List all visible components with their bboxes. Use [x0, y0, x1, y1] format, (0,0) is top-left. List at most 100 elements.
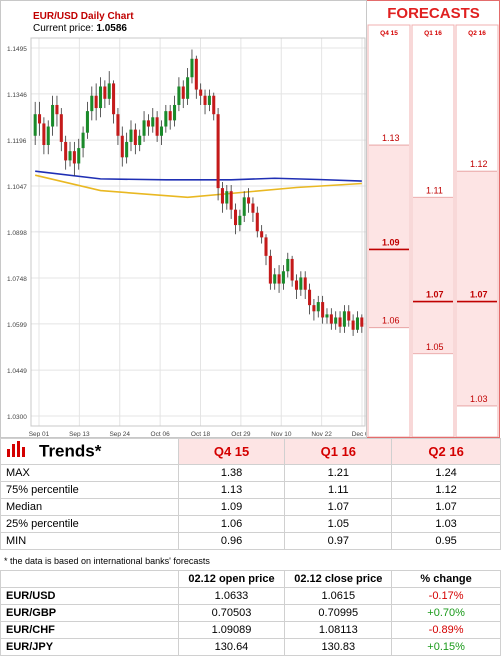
candle-body — [316, 302, 320, 312]
moving-average-line — [35, 170, 362, 182]
candle-body — [260, 231, 264, 238]
candle-body — [146, 120, 150, 127]
candle-body — [116, 114, 120, 136]
y-tick-label: 1.0300 — [7, 414, 27, 421]
trends-row-label: 75% percentile — [0, 481, 179, 499]
forecast-high-label: 1.13 — [382, 133, 400, 143]
y-tick-label: 1.1495 — [7, 46, 27, 53]
candle-body — [338, 317, 342, 327]
forecast-col-header: Q1 16 — [424, 30, 442, 37]
x-tick-label: Sep 13 — [69, 431, 90, 437]
candle-body — [247, 197, 251, 204]
candle-body — [347, 311, 351, 321]
fx-pair-name: EUR/CHF — [0, 621, 179, 639]
candle-body — [334, 317, 338, 324]
x-tick-label: Sep 24 — [109, 431, 130, 437]
candle-body — [233, 209, 238, 226]
trends-row: Median 1.09 1.07 1.07 — [0, 498, 501, 516]
forecast-range-band — [457, 171, 497, 406]
chart-title: EUR/USD Daily Chart — [33, 11, 134, 22]
trends-value-cell: 0.96 — [177, 532, 286, 550]
trends-col-q4: Q4 15 — [177, 438, 286, 465]
forecast-median-label: 1.07 — [426, 290, 444, 300]
forecast-col-header: Q2 16 — [468, 30, 486, 37]
candle-body — [342, 311, 346, 327]
fx-col-close: 02.12 close price — [284, 570, 393, 588]
fx-close-price: 1.0615 — [284, 587, 393, 605]
fx-percent-change: -0.17% — [391, 587, 501, 605]
candle-body — [216, 114, 220, 189]
forecast-median-label: 1.09 — [382, 237, 400, 247]
trends-value-cell: 1.12 — [391, 481, 501, 499]
fx-pair-name: EUR/GBP — [0, 604, 179, 622]
candle-body — [238, 215, 242, 226]
candle-body — [64, 141, 68, 161]
forecast-high-label: 1.12 — [470, 159, 488, 169]
candle-body — [151, 117, 155, 127]
forecast-col-header: Q4 15 — [380, 30, 398, 37]
forecast-low-label: 1.03 — [470, 394, 488, 404]
candle-body — [120, 135, 124, 158]
trends-value-cell: 1.09 — [177, 498, 286, 516]
trends-row: 75% percentile 1.13 1.11 1.12 — [0, 481, 501, 499]
trends-title-cell: Trends* — [0, 438, 179, 465]
candle-body — [329, 314, 333, 324]
candle-body — [220, 188, 224, 204]
plot-frame — [30, 37, 366, 427]
candle-body — [355, 317, 359, 330]
candle-body — [199, 89, 203, 96]
candle-body — [77, 148, 81, 164]
fx-table: 02.12 open price 02.12 close price % cha… — [0, 570, 501, 656]
trends-col-q2: Q2 16 — [391, 438, 501, 465]
candle-body — [273, 274, 277, 284]
candle-body — [303, 277, 307, 290]
candle-body — [325, 314, 329, 318]
forecasts-graphic: Q4 15 1.13 1.09 1.06 Q1 16 1.11 1.07 1.05 Q2 16 1… — [367, 24, 499, 437]
trends-title: Trends* — [39, 441, 102, 461]
candle-body — [51, 104, 55, 127]
trends-row-label: 25% percentile — [0, 515, 179, 533]
trends-value-cell: 1.13 — [177, 481, 286, 499]
candle-body — [90, 95, 94, 112]
trends-row: 25% percentile 1.06 1.05 1.03 — [0, 515, 501, 533]
current-price: Current price: 1.0586 — [33, 23, 127, 34]
candle-body — [173, 104, 177, 121]
x-tick-label: Oct 29 — [231, 431, 251, 437]
x-tick-label: Nov 22 — [311, 431, 332, 437]
y-tick-label: 1.1346 — [7, 92, 27, 99]
fx-percent-change: +0.15% — [391, 638, 501, 656]
candle-body — [360, 317, 364, 327]
fx-header-row: 02.12 open price 02.12 close price % cha… — [0, 570, 501, 588]
candle-body — [133, 129, 137, 146]
fx-col-open: 02.12 open price — [177, 570, 286, 588]
candle-body — [42, 123, 46, 146]
y-tick-label: 1.1047 — [7, 184, 27, 191]
trends-row-label: Median — [0, 498, 179, 516]
x-tick-label: Oct 18 — [191, 431, 211, 437]
candle-body — [251, 203, 255, 213]
moving-average-line — [34, 174, 362, 199]
trends-value-cell: 1.05 — [284, 515, 393, 533]
forecast-range-band — [413, 197, 453, 354]
candle-body — [268, 255, 272, 284]
forecast-high-label: 1.11 — [426, 185, 443, 195]
trends-row: MAX 1.38 1.21 1.24 — [0, 464, 501, 482]
fx-open-price: 1.0633 — [177, 587, 286, 605]
trends-value-cell: 1.06 — [177, 515, 286, 533]
trends-value-cell: 1.11 — [284, 481, 393, 499]
fx-percent-change: +0.70% — [391, 604, 501, 622]
trends-table: Trends* Q4 15 Q1 16 Q2 16 MAX 1.38 1.21 1.2… — [0, 438, 501, 550]
trends-col-q1: Q1 16 — [284, 438, 393, 465]
candle-body — [125, 141, 129, 158]
x-tick-label: Oct 06 — [151, 431, 171, 437]
candle-body — [308, 289, 312, 306]
fx-open-price: 130.64 — [177, 638, 286, 656]
trends-value-cell: 1.38 — [177, 464, 286, 482]
candle-body — [351, 320, 355, 330]
trends-value-cell: 1.07 — [284, 498, 393, 516]
current-price-value: 1.0586 — [96, 23, 127, 34]
trends-value-cell: 1.07 — [391, 498, 501, 516]
current-price-label: Current price: — [33, 23, 94, 34]
fx-pair-name: EUR/JPY — [0, 638, 179, 656]
trends-value-cell: 1.24 — [391, 464, 501, 482]
